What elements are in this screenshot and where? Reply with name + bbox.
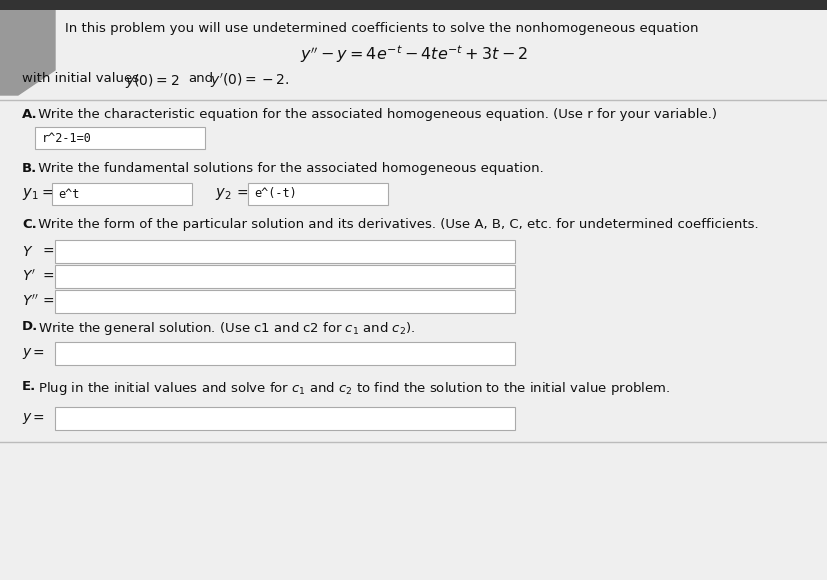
Text: e^t: e^t <box>58 187 79 201</box>
Text: $y'' - y = 4e^{-t} - 4te^{-t} + 3t - 2$: $y'' - y = 4e^{-t} - 4te^{-t} + 3t - 2$ <box>299 43 528 65</box>
Text: Write the general solution. (Use c1 and c2 for $c_1$ and $c_2$).: Write the general solution. (Use c1 and … <box>34 320 415 337</box>
FancyBboxPatch shape <box>55 265 514 288</box>
Text: $y_1$: $y_1$ <box>22 186 39 202</box>
Text: E.: E. <box>22 380 36 393</box>
Text: B.: B. <box>22 162 37 175</box>
Text: =: = <box>43 295 55 309</box>
Text: e^(-t): e^(-t) <box>254 187 296 201</box>
Text: $Y$: $Y$ <box>22 245 33 259</box>
FancyBboxPatch shape <box>55 342 514 365</box>
Text: =: = <box>43 270 55 284</box>
Text: =: = <box>33 411 45 426</box>
Text: D.: D. <box>22 320 38 333</box>
Text: $y_2$: $y_2$ <box>215 186 231 202</box>
Text: Plug in the initial values and solve for $c_1$ and $c_2$ to find the solution to: Plug in the initial values and solve for… <box>34 380 669 397</box>
Text: Write the form of the particular solution and its derivatives. (Use A, B, C, etc: Write the form of the particular solutio… <box>34 218 758 231</box>
Text: =: = <box>43 245 55 259</box>
Text: C.: C. <box>22 218 36 231</box>
Text: =: = <box>33 346 45 361</box>
FancyBboxPatch shape <box>248 183 388 205</box>
Text: In this problem you will use undetermined coefficients to solve the nonhomogeneo: In this problem you will use undetermine… <box>65 22 698 35</box>
FancyBboxPatch shape <box>0 0 827 10</box>
Text: =: = <box>42 187 54 201</box>
Text: $Y''$: $Y''$ <box>22 294 39 309</box>
FancyBboxPatch shape <box>55 407 514 430</box>
Text: and: and <box>188 72 213 85</box>
Polygon shape <box>0 0 55 95</box>
Text: Write the characteristic equation for the associated homogeneous equation. (Use : Write the characteristic equation for th… <box>34 108 716 121</box>
Text: Write the fundamental solutions for the associated homogeneous equation.: Write the fundamental solutions for the … <box>34 162 543 175</box>
Text: $y$: $y$ <box>22 346 33 361</box>
FancyBboxPatch shape <box>55 240 514 263</box>
Text: with initial values: with initial values <box>22 72 139 85</box>
FancyBboxPatch shape <box>52 183 192 205</box>
Text: A.: A. <box>22 108 37 121</box>
Text: $Y'$: $Y'$ <box>22 269 36 284</box>
Text: $y'(0) = -2.$: $y'(0) = -2.$ <box>210 72 289 90</box>
FancyBboxPatch shape <box>35 127 205 149</box>
Text: $y$: $y$ <box>22 411 33 426</box>
FancyBboxPatch shape <box>55 290 514 313</box>
Text: =: = <box>237 187 248 201</box>
Text: $y(0) = 2$: $y(0) = 2$ <box>125 72 179 90</box>
Text: r^2-1=0: r^2-1=0 <box>42 132 92 144</box>
